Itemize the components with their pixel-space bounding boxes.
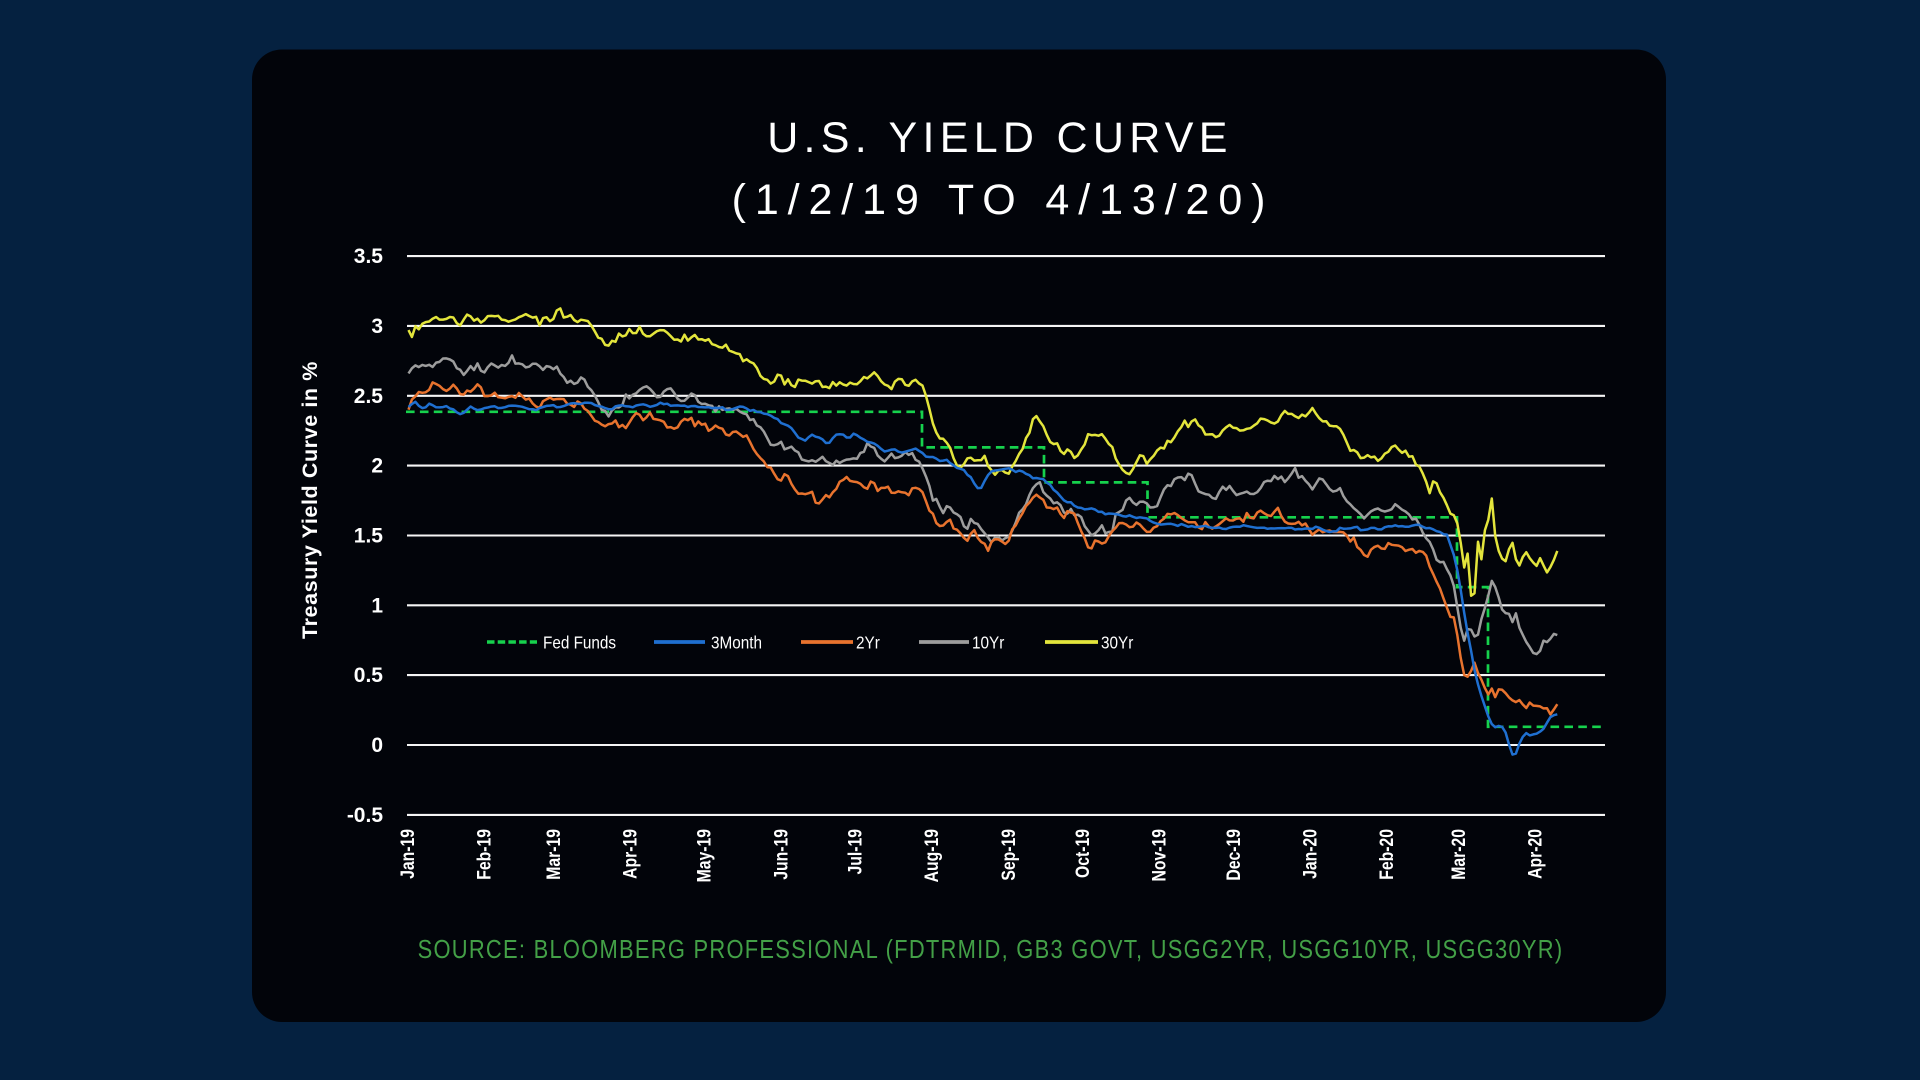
svg-text:Apr-20: Apr-20 bbox=[1524, 829, 1546, 879]
svg-text:2Yr: 2Yr bbox=[856, 632, 880, 652]
svg-text:-0.5: -0.5 bbox=[347, 804, 384, 827]
svg-text:1.5: 1.5 bbox=[354, 525, 384, 548]
svg-text:Fed Funds: Fed Funds bbox=[543, 632, 616, 652]
svg-text:2.5: 2.5 bbox=[354, 385, 384, 408]
svg-text:(1/2/19 TO 4/13/20): (1/2/19 TO 4/13/20) bbox=[732, 176, 1275, 224]
svg-text:3Month: 3Month bbox=[711, 632, 762, 652]
svg-text:1: 1 bbox=[371, 594, 383, 617]
svg-text:0: 0 bbox=[371, 734, 383, 757]
svg-text:May-19: May-19 bbox=[693, 829, 715, 883]
svg-text:Feb-19: Feb-19 bbox=[473, 829, 495, 880]
svg-text:Feb-20: Feb-20 bbox=[1376, 829, 1398, 880]
svg-text:Jan-19: Jan-19 bbox=[397, 829, 419, 879]
svg-text:Mar-20: Mar-20 bbox=[1447, 829, 1469, 880]
svg-text:SOURCE: BLOOMBERG PROFESSIONAL: SOURCE: BLOOMBERG PROFESSIONAL (FDTRMID,… bbox=[418, 935, 1564, 964]
svg-text:3: 3 bbox=[371, 315, 383, 338]
svg-text:3.5: 3.5 bbox=[354, 245, 384, 268]
svg-text:Treasury Yield Curve in %: Treasury Yield Curve in % bbox=[298, 361, 322, 639]
svg-text:U.S. YIELD CURVE: U.S. YIELD CURVE bbox=[767, 114, 1233, 162]
svg-text:Aug-19: Aug-19 bbox=[921, 829, 943, 883]
svg-text:Mar-19: Mar-19 bbox=[542, 829, 564, 880]
svg-text:Jan-20: Jan-20 bbox=[1299, 829, 1321, 879]
svg-text:Nov-19: Nov-19 bbox=[1148, 829, 1170, 882]
svg-text:10Yr: 10Yr bbox=[972, 632, 1005, 652]
svg-text:Dec-19: Dec-19 bbox=[1222, 829, 1244, 881]
svg-text:Jun-19: Jun-19 bbox=[770, 829, 792, 880]
svg-text:Oct-19: Oct-19 bbox=[1072, 829, 1094, 878]
svg-text:30Yr: 30Yr bbox=[1101, 632, 1134, 652]
svg-text:0.5: 0.5 bbox=[354, 664, 384, 687]
svg-text:Sep-19: Sep-19 bbox=[997, 829, 1019, 881]
svg-text:Apr-19: Apr-19 bbox=[619, 829, 641, 879]
svg-text:2: 2 bbox=[371, 455, 383, 478]
svg-text:Jul-19: Jul-19 bbox=[844, 829, 866, 875]
